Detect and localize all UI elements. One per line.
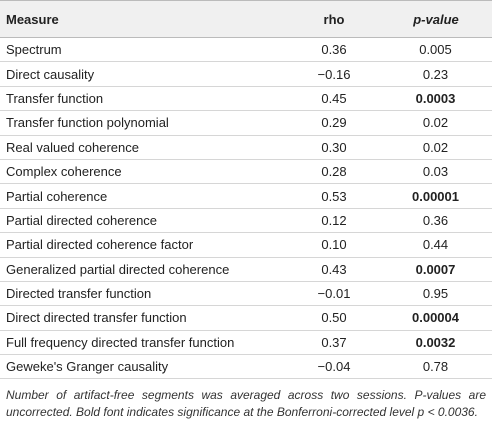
table-row: Partial directed coherence 0.12 0.36 [0,208,492,234]
table-row: Partial directed coherence factor 0.10 0.4… [0,232,492,258]
table-row: Generalized partial directed coherence 0.… [0,257,492,282]
table-row: Spectrum 0.36 0.005 [0,37,492,63]
rho-cell: 0.28 [283,159,385,185]
measure-cell: Direct directed transfer function [0,305,283,331]
rho-cell: 0.37 [283,330,385,356]
table-row: Directed transfer function −0.01 0.95 [0,281,492,307]
table-row: Direct causality −0.16 0.23 [0,61,492,87]
footnote: Number of artifact-free segments was ave… [6,388,486,420]
header-cell: Measure [0,0,283,38]
header-row: Measure rho p-value [0,0,492,38]
rho-cell: −0.01 [283,281,385,307]
p-value-cell: 0.005 [385,37,492,63]
measure-cell: Complex coherence [0,159,283,185]
measure-cell: Generalized partial directed coherence [0,257,283,282]
measure-cell: Transfer function [0,86,283,112]
rho-cell: 0.45 [283,86,385,112]
table-row: Partial coherence 0.53 0.00001 [0,183,492,209]
rho-cell: −0.04 [283,354,385,380]
table-row: Direct directed transfer function 0.50 0.0… [0,305,492,331]
measure-cell: Full frequency directed transfer functio… [0,330,283,356]
table-row: Transfer function polynomial 0.29 0.02 [0,110,492,136]
rho-cell: 0.12 [283,208,385,234]
table-row: Complex coherence 0.28 0.03 [0,159,492,185]
p-value-cell: 0.36 [385,208,492,234]
p-value-cell: 0.02 [385,110,492,136]
measure-cell: Direct causality [0,61,283,87]
p-value-cell: 0.23 [385,61,492,87]
p-value-cell: 0.0007 [385,257,492,282]
rho-cell: 0.10 [283,232,385,258]
p-value-cell: 0.78 [385,354,492,380]
table-body: Spectrum 0.36 0.005 Direct causality −0.16 0.… [0,37,492,380]
header-cell: rho [283,0,385,38]
measure-cell: Partial coherence [0,183,283,209]
p-value-cell: 0.95 [385,281,492,307]
measure-cell: Real valued coherence [0,135,283,160]
rho-cell: 0.50 [283,305,385,331]
measure-cell: Spectrum [0,37,283,63]
rho-cell: 0.36 [283,37,385,63]
p-value-cell: 0.0003 [385,86,492,112]
measure-cell: Partial directed coherence [0,208,283,234]
rho-cell: 0.53 [283,183,385,209]
measure-cell: Transfer function polynomial [0,110,283,136]
p-value-cell: 0.0032 [385,330,492,356]
rho-cell: 0.43 [283,257,385,282]
rho-cell: 0.29 [283,110,385,136]
p-value-cell: 0.00004 [385,305,492,331]
rho-cell: 0.30 [283,135,385,160]
p-value-cell: 0.02 [385,135,492,160]
rho-cell: −0.16 [283,61,385,87]
measure-cell: Directed transfer function [0,281,283,307]
results-table: Measure rho p-value Spectrum 0.36 0.005 Dir… [0,0,492,380]
p-value-cell: 0.00001 [385,183,492,209]
p-value-cell: 0.44 [385,232,492,258]
table-row: Full frequency directed transfer functio… [0,330,492,356]
table-row: Transfer function 0.45 0.0003 [0,86,492,112]
measure-cell: Geweke's Granger causality [0,354,283,380]
measure-cell: Partial directed coherence factor [0,232,283,258]
table-row: Geweke's Granger causality −0.04 0.78 [0,354,492,380]
table-row: Real valued coherence 0.30 0.02 [0,135,492,160]
p-value-cell: 0.03 [385,159,492,185]
header-cell: p-value [385,0,492,38]
